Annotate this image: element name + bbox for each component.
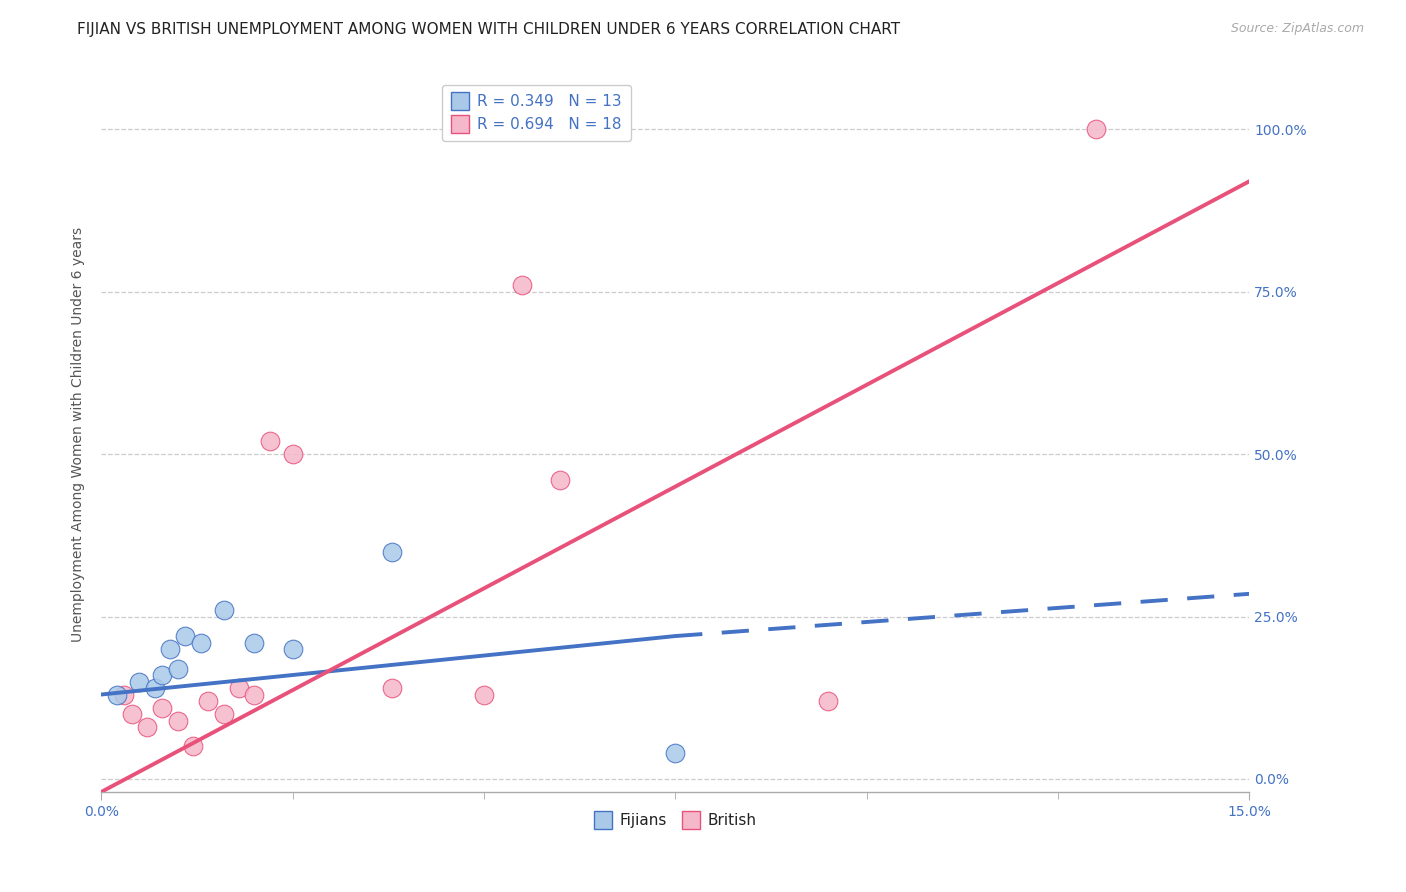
Point (259, 434, 281, 449)
Point (128, 674, 150, 689)
Point (281, 642, 304, 657)
Text: FIJIAN VS BRITISH UNEMPLOYMENT AMONG WOMEN WITH CHILDREN UNDER 6 YEARS CORRELATI: FIJIAN VS BRITISH UNEMPLOYMENT AMONG WOM… (77, 22, 900, 37)
Point (112, 688, 135, 702)
Y-axis label: Unemployment Among Women with Children Under 6 years: Unemployment Among Women with Children U… (72, 227, 86, 642)
Point (243, 635, 266, 649)
Point (381, 681, 404, 695)
Point (121, 706, 143, 721)
Point (166, 661, 188, 675)
Point (190, 635, 212, 649)
Point (105, 688, 128, 702)
Point (817, 694, 839, 708)
Point (174, 629, 197, 643)
Point (550, 473, 572, 487)
Point (197, 694, 219, 708)
Point (181, 739, 204, 754)
Point (159, 642, 181, 657)
Point (166, 714, 188, 728)
Point (143, 681, 166, 695)
Point (664, 746, 686, 760)
Point (152, 700, 174, 714)
Point (243, 688, 266, 702)
Text: Source: ZipAtlas.com: Source: ZipAtlas.com (1230, 22, 1364, 36)
Point (212, 603, 235, 617)
Point (1085, 122, 1108, 136)
Point (152, 668, 174, 682)
Point (381, 544, 404, 558)
Point (212, 706, 235, 721)
Point (281, 447, 304, 461)
Point (228, 681, 250, 695)
Point (472, 688, 495, 702)
Point (136, 720, 159, 734)
Legend: Fijians, British: Fijians, British (588, 807, 763, 834)
Point (510, 278, 533, 293)
